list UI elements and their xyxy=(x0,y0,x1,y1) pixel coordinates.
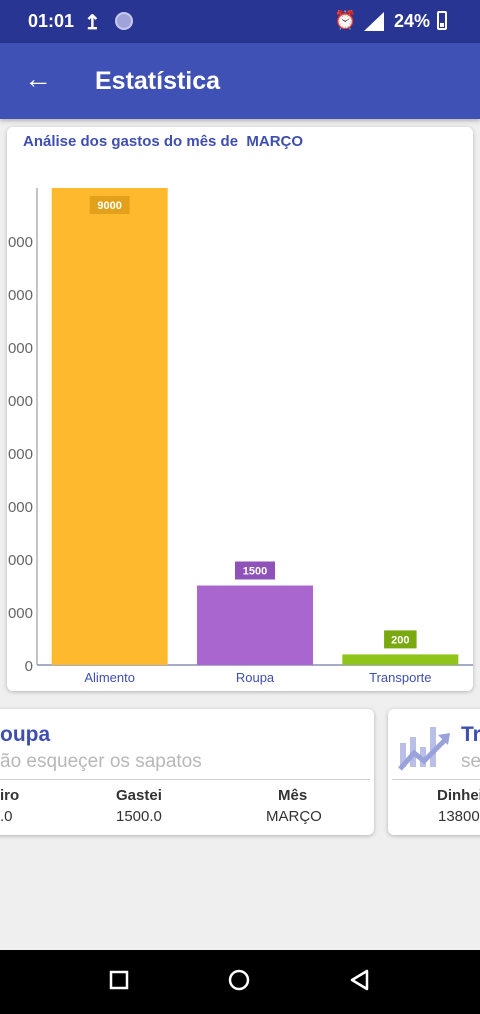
y-tick-label: 000 xyxy=(8,234,33,251)
column-value-spent: 1500.0 xyxy=(116,808,162,825)
y-tick-label: 000 xyxy=(8,499,33,516)
x-tick-label: Alimento xyxy=(84,670,135,685)
data-label: 9000 xyxy=(97,200,121,212)
x-tick-label: Roupa xyxy=(236,670,275,685)
data-label: 200 xyxy=(391,634,409,646)
bar xyxy=(51,188,168,665)
upload-icon: ↥ xyxy=(84,12,101,34)
y-tick-label: 000 xyxy=(8,287,33,304)
y-tick-label: 0 xyxy=(25,658,33,675)
back-triangle-icon[interactable] xyxy=(349,968,373,994)
y-tick-label: 000 xyxy=(8,340,33,357)
bar xyxy=(342,654,459,665)
column-label-spent: Gastei xyxy=(116,787,162,804)
system-navigation-bar xyxy=(0,950,480,1014)
data-label: 1500 xyxy=(243,566,267,578)
status-bar: 01:01 ↥ ⏰ 24% xyxy=(0,0,480,43)
card-description: se xyxy=(461,751,480,772)
signal-icon xyxy=(364,12,384,31)
data-label-box xyxy=(384,630,417,649)
bar-chart: 00000000000000000000000009000Alimento150… xyxy=(8,188,473,685)
column-label-money: Dinhei xyxy=(437,787,480,804)
app-bar: ← Estatística xyxy=(0,43,480,119)
column-value-money: 13800 xyxy=(438,808,480,825)
battery-charging-icon xyxy=(437,11,447,30)
chart-title: Análise dos gastos do mês de MARÇO xyxy=(23,133,304,150)
recent-apps-icon[interactable] xyxy=(108,968,132,994)
bar xyxy=(197,585,313,665)
alarm-icon: ⏰ xyxy=(334,10,357,30)
expense-card[interactable]: Tr se Dinhei 13800 xyxy=(388,709,480,835)
column-value-money: .0 xyxy=(0,808,13,825)
chart-card: 0 000 000 000 000 000 000 000 000 9000 Alimento 150… xyxy=(7,127,473,691)
status-time: 01:01 xyxy=(28,11,75,31)
card-title: oupa xyxy=(0,723,51,746)
y-tick-label: 000 xyxy=(8,393,33,410)
arrow-back-icon[interactable]: ← xyxy=(24,63,52,94)
trending-up-icon xyxy=(398,727,450,771)
y-tick-label: 000 xyxy=(8,605,33,622)
column-label-money: iro xyxy=(0,787,20,804)
card-title: Tr xyxy=(461,723,480,746)
battery-percentage: 24% xyxy=(394,11,431,31)
home-icon[interactable] xyxy=(227,968,253,994)
column-label-month: Mês xyxy=(278,787,308,804)
y-tick-label: 000 xyxy=(8,446,33,463)
x-tick-label: Transporte xyxy=(369,670,431,685)
card-divider xyxy=(0,779,370,780)
column-value-month: MARÇO xyxy=(266,808,322,825)
data-label-box xyxy=(89,196,130,214)
y-tick-label: 000 xyxy=(8,552,33,569)
card-description: ão esqueçer os sapatos xyxy=(0,751,202,772)
data-label-box xyxy=(235,561,275,580)
card-divider xyxy=(392,779,480,780)
expense-cards-carousel[interactable]: oupa ão esqueçer os sapatos iro .0 Gaste… xyxy=(0,709,480,835)
circle-notification-icon xyxy=(115,12,133,30)
page-title: Estatística xyxy=(95,67,221,95)
expense-card[interactable]: oupa ão esqueçer os sapatos iro .0 Gaste… xyxy=(0,709,374,835)
